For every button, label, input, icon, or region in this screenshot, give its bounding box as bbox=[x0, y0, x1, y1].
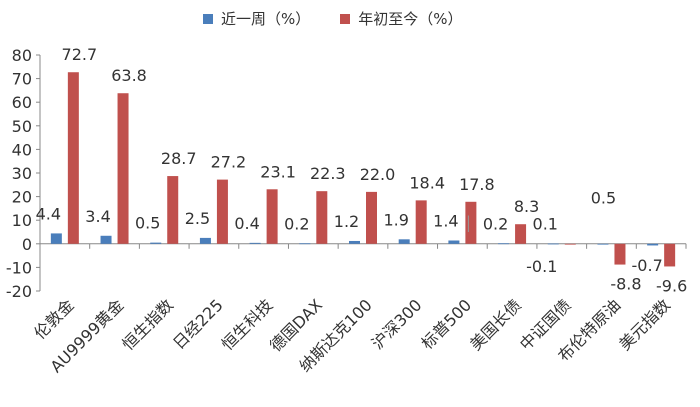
data-label-ytd: 63.8 bbox=[111, 66, 147, 85]
data-label-ytd: -0.1 bbox=[526, 257, 557, 276]
y-tick-label: 30 bbox=[12, 164, 32, 183]
bar-ytd bbox=[266, 189, 278, 244]
data-label-ytd: 22.0 bbox=[360, 165, 396, 184]
bar-week bbox=[349, 240, 360, 244]
bar-week bbox=[150, 242, 162, 244]
data-label-ytd: 17.8 bbox=[459, 175, 495, 194]
bar-ytd bbox=[117, 93, 129, 244]
data-label-week: 2.5 bbox=[185, 209, 210, 228]
data-label-week: 0.1 bbox=[533, 215, 558, 234]
bar-ytd bbox=[167, 176, 179, 244]
bar-week bbox=[647, 243, 659, 246]
y-tick-label: 50 bbox=[12, 117, 32, 136]
data-label-week: 1.4 bbox=[433, 211, 458, 230]
data-label-week: 4.4 bbox=[36, 204, 61, 223]
bar-week bbox=[498, 243, 510, 245]
legend-label-ytd: 年初至今（%） bbox=[358, 10, 463, 28]
legend-item-ytd: 年初至今（%） bbox=[340, 8, 463, 29]
bar-ytd bbox=[465, 201, 477, 244]
bar-week bbox=[597, 243, 609, 245]
x-category-label: 美元指数 bbox=[615, 295, 674, 354]
x-category-label: 美国长债 bbox=[466, 295, 525, 354]
y-tick-label: 80 bbox=[12, 46, 32, 65]
bar-week bbox=[100, 235, 112, 244]
data-label-ytd: 18.4 bbox=[409, 173, 445, 192]
legend-item-week: 近一周（%） bbox=[203, 8, 310, 29]
x-category-label: 日经225 bbox=[169, 295, 227, 353]
data-label-week: 3.4 bbox=[85, 207, 110, 226]
bar-ytd bbox=[415, 200, 427, 244]
bar-ytd bbox=[67, 72, 79, 244]
y-tick-label: 10 bbox=[12, 211, 32, 230]
legend: 近一周（%） 年初至今（%） bbox=[203, 8, 463, 29]
bar-week bbox=[398, 239, 410, 244]
data-label-ytd: -9.6 bbox=[656, 276, 687, 295]
x-category-label: 恒生科技 bbox=[218, 295, 277, 354]
x-category-label: 恒生指数 bbox=[118, 295, 177, 354]
data-label-ytd: 28.7 bbox=[161, 149, 197, 168]
data-label-week: 1.2 bbox=[334, 212, 359, 231]
x-category-label: 沪深300 bbox=[368, 295, 426, 353]
data-label-ytd: 27.2 bbox=[211, 153, 247, 172]
y-tick-label: -20 bbox=[6, 282, 32, 301]
bar-ytd bbox=[614, 243, 626, 265]
x-category-label: 标普500 bbox=[418, 295, 476, 353]
data-label-week: 0.2 bbox=[483, 214, 508, 233]
data-label-week: 1.9 bbox=[383, 210, 408, 229]
y-tick-label: -10 bbox=[6, 258, 32, 277]
legend-swatch-week bbox=[203, 13, 213, 24]
bar-week bbox=[249, 242, 261, 244]
bar-week bbox=[299, 243, 311, 245]
data-label-ytd: 23.1 bbox=[260, 162, 296, 181]
bar-ytd bbox=[515, 224, 527, 244]
data-label-ytd: 8.3 bbox=[514, 197, 539, 216]
data-label-week: -0.7 bbox=[632, 256, 663, 275]
bar-week bbox=[199, 237, 211, 244]
data-label-ytd: 72.7 bbox=[62, 45, 98, 64]
legend-label-week: 近一周（%） bbox=[221, 10, 311, 28]
data-label-week: 0.5 bbox=[135, 214, 160, 233]
bar-ytd bbox=[664, 243, 676, 267]
y-tick-label: 60 bbox=[12, 93, 32, 112]
legend-swatch-ytd bbox=[340, 13, 351, 24]
bar-ytd bbox=[564, 243, 576, 245]
y-tick-label: 20 bbox=[12, 188, 32, 207]
data-label-week: 0.2 bbox=[284, 214, 309, 233]
y-tick-label: 70 bbox=[12, 70, 32, 89]
data-label-ytd: 22.3 bbox=[310, 164, 346, 183]
data-label-week: 0.5 bbox=[591, 189, 616, 208]
y-tick-label: 40 bbox=[12, 140, 32, 159]
bar-ytd bbox=[216, 179, 228, 244]
x-category-label: 伦敦金 bbox=[30, 295, 77, 342]
bar-week bbox=[448, 240, 460, 244]
bar-week bbox=[547, 243, 559, 245]
data-label-ytd: -8.8 bbox=[610, 275, 641, 294]
bar-ytd bbox=[366, 191, 377, 244]
bar-week bbox=[50, 233, 62, 244]
data-label-week: 0.4 bbox=[234, 214, 259, 233]
bar-ytd bbox=[316, 191, 328, 244]
y-tick-label: 0 bbox=[22, 235, 32, 254]
